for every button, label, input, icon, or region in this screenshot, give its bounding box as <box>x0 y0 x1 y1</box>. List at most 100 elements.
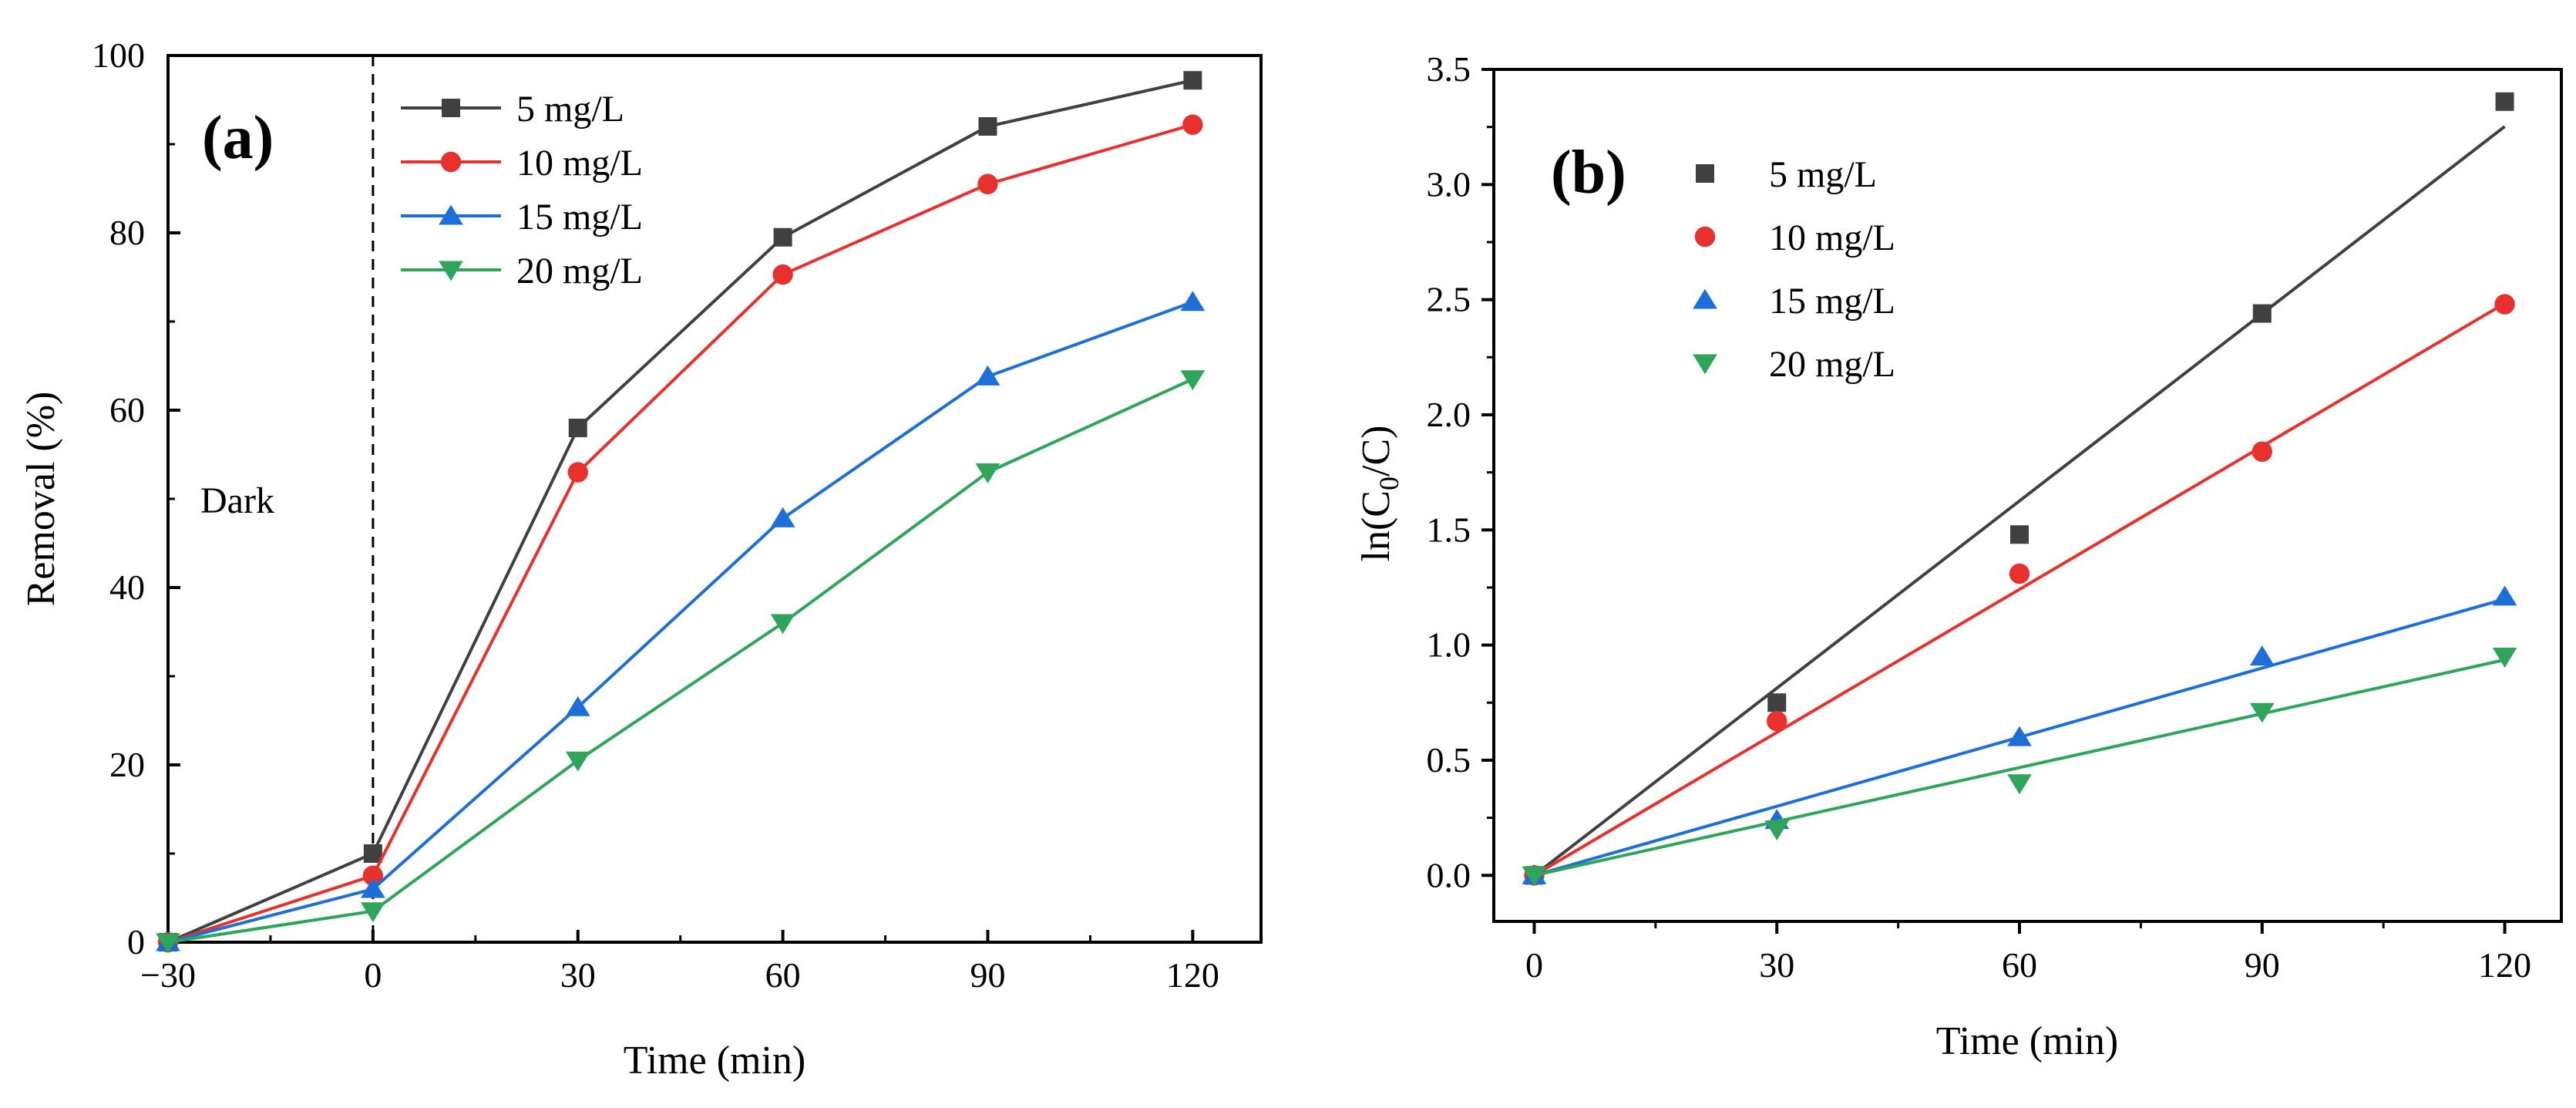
data-point <box>2010 525 2030 544</box>
legend-label: 5 mg/L <box>516 89 624 130</box>
data-point <box>565 695 590 716</box>
y-tick-label: 0 <box>127 922 145 962</box>
series-10-mg-l <box>1524 294 2515 886</box>
series-line <box>167 300 1194 944</box>
panel-a-label: (a) <box>202 104 274 172</box>
x-tick-label: 120 <box>2478 945 2531 985</box>
legend-marker <box>442 99 460 117</box>
y-title-subscript: 0 <box>1374 477 1404 490</box>
x-tick-label: 60 <box>765 955 801 995</box>
series-20-mg-l <box>1522 648 2517 887</box>
data-point <box>361 877 385 898</box>
legend-item-10-mg-l: 10 mg/L <box>401 143 643 184</box>
data-point <box>565 751 590 772</box>
data-point <box>1182 114 1203 135</box>
series-line <box>167 123 1193 944</box>
legend-marker <box>439 204 463 225</box>
legend-label: 5 mg/L <box>1769 154 1877 195</box>
dark-phase-label: Dark <box>200 480 274 521</box>
data-point <box>156 933 180 954</box>
series-line <box>167 377 1194 944</box>
data-point <box>1767 710 1787 732</box>
data-point <box>363 844 382 863</box>
legend-item-5-mg-l: 5 mg/L <box>401 89 624 130</box>
data-point <box>978 117 997 136</box>
panel-a-y-axis-title: Removal (%) <box>19 392 63 607</box>
y-tick-label: 1.0 <box>1427 625 1471 665</box>
x-tick-label: 0 <box>364 955 382 995</box>
legend-marker <box>1693 354 1717 375</box>
data-point <box>773 227 792 247</box>
data-point <box>975 365 1000 386</box>
panel-a-plot-frame <box>166 54 1263 944</box>
data-point <box>2007 774 2032 795</box>
panel-b-x-axis-title: Time (min) <box>1936 1019 2118 1063</box>
x-tick-label: −30 <box>140 955 196 995</box>
panel-b-label: (b) <box>1551 139 1626 207</box>
data-point <box>770 614 795 635</box>
data-point <box>1180 370 1206 391</box>
x-tick-label: 30 <box>1759 945 1794 985</box>
x-tick-label: 90 <box>970 955 1006 995</box>
series-15-mg-l <box>156 291 1206 951</box>
data-point <box>362 865 384 886</box>
legend-marker <box>1696 164 1714 183</box>
data-point <box>2249 645 2275 666</box>
data-point <box>1183 71 1202 90</box>
x-tick-label: 30 <box>560 955 596 995</box>
y-tick-label: 40 <box>109 567 145 607</box>
fit-line <box>1534 658 2505 877</box>
y-tick-label: 0.0 <box>1427 855 1471 894</box>
x-tick-label: 120 <box>1166 955 1219 995</box>
x-tick-label: 60 <box>2002 945 2037 985</box>
panel-b-y-axis-title: ln(C0/C) <box>1354 426 1404 562</box>
data-point <box>977 173 998 194</box>
x-tick-label: 90 <box>2245 945 2280 985</box>
data-point <box>361 902 385 923</box>
legend-label: 10 mg/L <box>1769 217 1895 258</box>
legend-marker <box>439 261 463 281</box>
data-point <box>1180 291 1206 312</box>
y-tick-label: 0.5 <box>1427 740 1471 780</box>
y-tick-label: 1.5 <box>1427 510 1471 549</box>
data-point <box>568 419 587 437</box>
data-point <box>2009 563 2030 584</box>
panel-a-legend: 5 mg/L 10 mg/L 15 mg/L 20 mg/L <box>401 89 643 291</box>
y-tick-label: 3.5 <box>1427 49 1471 89</box>
data-point <box>2251 441 2272 462</box>
y-tick-label: 20 <box>109 745 145 784</box>
legend-item-20-mg-l: 20 mg/L <box>401 251 643 291</box>
data-point <box>1767 693 1787 712</box>
y-tick-label: 80 <box>109 213 145 252</box>
data-point <box>2492 585 2517 606</box>
y-tick-label: 2.0 <box>1427 395 1471 434</box>
data-point <box>770 507 795 527</box>
data-point <box>975 463 1000 483</box>
data-point <box>2252 304 2272 323</box>
data-point <box>2495 92 2514 111</box>
legend-marker <box>440 151 462 173</box>
y-tick-label: 3.0 <box>1427 164 1471 204</box>
fit-line <box>1533 125 2506 877</box>
panel-b-series <box>1522 92 2517 887</box>
series-5-mg-l <box>159 71 1202 951</box>
data-point <box>1522 866 1547 887</box>
y-tick-label: 2.5 <box>1427 280 1471 319</box>
series-20-mg-l <box>156 370 1206 954</box>
series-5-mg-l <box>1525 92 2514 885</box>
series-line <box>167 79 1193 944</box>
y-tick-label: 60 <box>109 390 145 429</box>
data-point <box>2249 702 2275 723</box>
legend-label: 20 mg/L <box>516 251 643 291</box>
panel-a-x-axis-title: Time (min) <box>624 1039 805 1083</box>
data-point <box>2494 294 2515 315</box>
panel-b-kinetics-chart: 0 30 60 90 120 0.0 0.5 1.0 1.5 2.0 2.5 3.0 3.5 5 mg/… <box>1354 49 2563 1063</box>
legend-label: 10 mg/L <box>516 143 643 184</box>
series-15-mg-l <box>1522 585 2517 884</box>
panel-a-series <box>156 71 1206 954</box>
panel-b-plot-frame <box>1492 68 2563 923</box>
legend-marker <box>1694 226 1716 248</box>
